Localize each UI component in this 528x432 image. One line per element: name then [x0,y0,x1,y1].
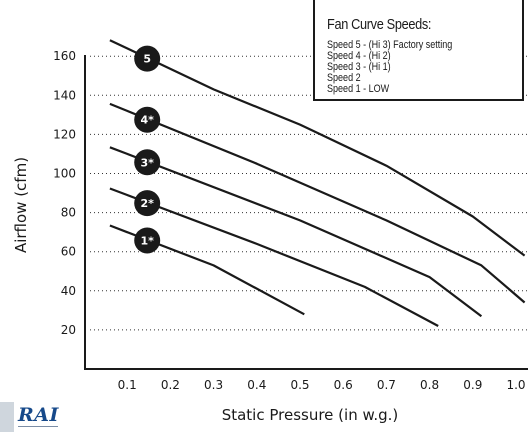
x-tick-label: 0.1 [118,378,137,392]
x-tick-label: 0.9 [463,378,482,392]
x-tick-label: 0.6 [334,378,353,392]
x-tick-label: 0.4 [247,378,266,392]
y-tick-label: 40 [61,284,76,298]
badge-circle [134,190,161,217]
x-axis-title: Static Pressure (in w.g.) [222,406,399,424]
legend-item-speed-2: Speed 2 [327,72,361,84]
series-badge-speed-4: 4* [134,106,161,133]
legend-item-speed-5: Speed 5 - (Hi 3) Factory setting [327,39,453,51]
rai-logo: RAI [0,402,64,432]
y-tick-label: 60 [61,245,76,259]
badge-circle [134,149,161,176]
legend-list: Speed 5 - (Hi 3) Factory setting Speed 4… [327,40,452,95]
x-tick-labels: 0.1 0.2 0.3 0.4 0.5 0.6 0.7 0.8 0.9 1.0 [118,378,526,392]
series-badge-speed-5: 5 [134,45,161,72]
series-line-speed-4 [109,102,526,304]
series-line-speed-2 [109,187,439,327]
legend-title: Fan Curve Speeds: [327,16,432,33]
series-badge-speed-3: 3* [134,149,161,176]
series-line-speed-3 [109,146,483,318]
badge-label: 2* [140,197,154,210]
y-tick-label: 160 [53,49,76,63]
y-tick-label: 80 [61,206,76,220]
legend-item-speed-1: Speed 1 - LOW [327,83,390,95]
badge-label: 4* [140,114,154,127]
x-tick-label: 0.5 [290,378,309,392]
y-tick-label: 140 [53,88,76,102]
badge-circle [134,45,161,72]
x-tick-label: 1.0 [506,378,525,392]
logo-mark [0,402,14,432]
badge-label: 1* [140,234,154,247]
grid-lines [90,55,528,331]
badge-label: 5 [143,53,151,66]
x-tick-label: 0.2 [161,378,180,392]
axes [84,55,528,370]
logo-text: RAI [18,404,59,426]
series-badge-speed-1: 1* [134,227,161,254]
series-line-speed-5 [109,39,526,257]
badge-circle [134,227,161,254]
y-tick-label: 120 [53,127,76,141]
x-tick-label: 0.3 [204,378,223,392]
badge-label: 3* [140,156,154,169]
y-tick-labels: 20 40 60 80 100 120 140 160 [53,49,76,337]
logo-underline [18,426,58,427]
series-badge-speed-2: 2* [134,190,161,217]
legend-item-speed-4: Speed 4 - (Hi 2) [327,50,391,62]
series-badges: 5 4* 3* 2* 1* [134,45,161,254]
x-tick-label: 0.7 [377,378,396,392]
badge-circle [134,106,161,133]
y-axis-title: Airflow (cfm) [12,157,30,253]
legend-item-speed-3: Speed 3 - (Hi 1) [327,61,391,73]
legend-box: Fan Curve Speeds: Speed 5 - (Hi 3) Facto… [313,0,524,101]
series-line-speed-1 [109,224,305,316]
y-tick-label: 100 [53,167,76,181]
series-lines [109,39,526,327]
y-tick-label: 20 [61,323,76,337]
x-tick-label: 0.8 [420,378,439,392]
